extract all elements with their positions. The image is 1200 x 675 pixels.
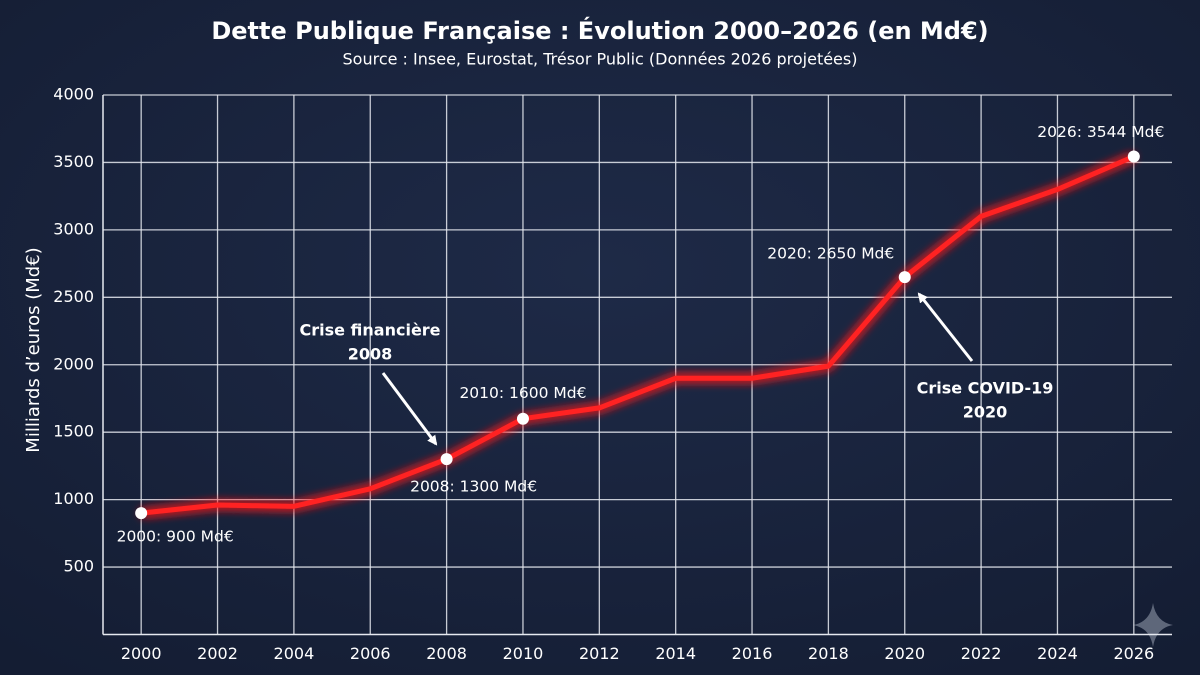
data-point — [135, 507, 148, 520]
x-tick-label: 2000 — [121, 644, 162, 663]
x-tick-label: 2008 — [426, 644, 467, 663]
chart-subtitle: Source : Insee, Eurostat, Trésor Public … — [343, 50, 858, 69]
y-tick-label: 2500 — [53, 287, 94, 306]
y-axis-label: Milliards d’euros (Md€) — [23, 247, 44, 452]
x-tick-label: 2014 — [655, 644, 696, 663]
y-tick-label: 3000 — [53, 219, 94, 238]
x-tick-label: 2022 — [961, 644, 1002, 663]
x-tick-label: 2018 — [808, 644, 849, 663]
y-tick-label: 2000 — [53, 354, 94, 373]
data-point — [1127, 150, 1140, 163]
y-tick-label: 3500 — [53, 152, 94, 171]
watermark — [1133, 603, 1173, 647]
x-tick-label: 2010 — [503, 644, 544, 663]
annotation: 2020 — [963, 403, 1008, 422]
annotation: Crise COVID-19 — [917, 379, 1054, 398]
annotation-arrow — [381, 372, 438, 446]
y-tick-label: 1500 — [53, 422, 94, 441]
data-label: 2008: 1300 Md€ — [410, 478, 537, 496]
data-label: 2026: 3544 Md€ — [1037, 123, 1164, 141]
y-tick-label: 500 — [63, 557, 94, 576]
x-tick-label: 2024 — [1037, 644, 1078, 663]
annotation: Crise financière — [299, 321, 440, 340]
y-tick-label: 1000 — [53, 489, 94, 508]
data-point — [898, 271, 911, 284]
data-point — [516, 412, 529, 425]
data-label: 2000: 900 Md€ — [117, 528, 234, 546]
x-tick-label: 2004 — [274, 644, 315, 663]
data-point — [440, 453, 453, 466]
x-tick-label: 2020 — [884, 644, 925, 663]
data-line — [140, 154, 1135, 516]
y-tick-label: 4000 — [53, 85, 94, 104]
x-tick-label: 2002 — [197, 644, 238, 663]
annotation-arrow — [917, 292, 974, 362]
data-label: 2010: 1600 Md€ — [459, 384, 586, 402]
chart-title: Dette Publique Française : Évolution 200… — [211, 16, 988, 45]
x-tick-label: 2012 — [579, 644, 620, 663]
x-tick-label: 2016 — [732, 644, 773, 663]
x-tick-label: 2026 — [1113, 644, 1154, 663]
data-label: 2020: 2650 Md€ — [767, 245, 894, 263]
annotation: 2008 — [348, 345, 393, 364]
x-tick-label: 2006 — [350, 644, 391, 663]
